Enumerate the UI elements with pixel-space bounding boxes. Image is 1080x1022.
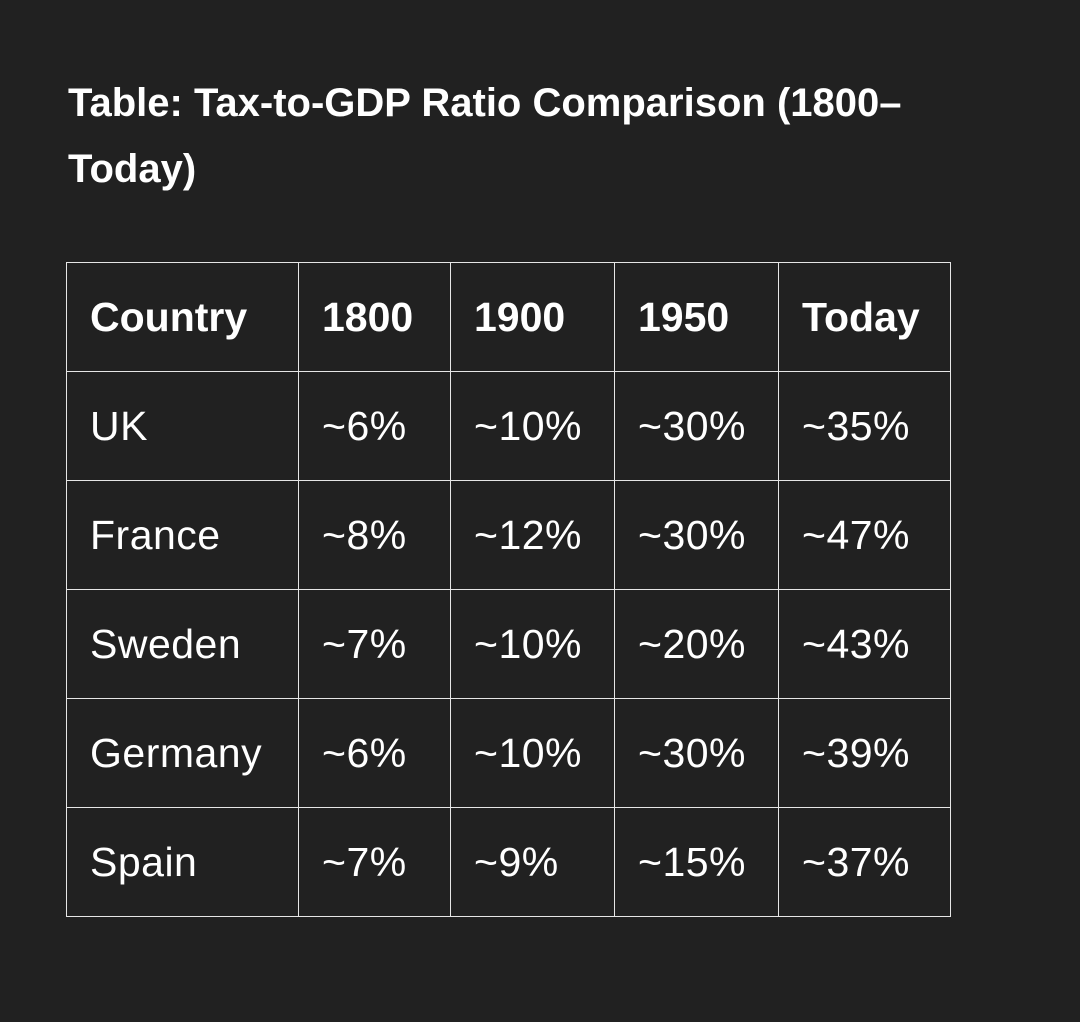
country-cell: Spain [66, 807, 299, 917]
value-cell-today: ~43% [778, 589, 951, 699]
value-cell-1800: ~8% [298, 480, 451, 590]
column-header-1900: 1900 [450, 262, 615, 372]
column-header-1950: 1950 [614, 262, 779, 372]
table-row: Germany ~6% ~10% ~30% ~39% [66, 698, 951, 808]
column-header-1800: 1800 [298, 262, 451, 372]
value-cell-1950: ~30% [614, 698, 779, 808]
column-header-today: Today [778, 262, 951, 372]
value-cell-1900: ~9% [450, 807, 615, 917]
country-cell: Sweden [66, 589, 299, 699]
table-row: UK ~6% ~10% ~30% ~35% [66, 371, 951, 481]
value-cell-1950: ~15% [614, 807, 779, 917]
tax-gdp-table: Country 1800 1900 1950 Today UK ~6% ~10%… [66, 262, 951, 917]
value-cell-1950: ~30% [614, 371, 779, 481]
country-cell: Germany [66, 698, 299, 808]
country-cell: France [66, 480, 299, 590]
table-row: Sweden ~7% ~10% ~20% ~43% [66, 589, 951, 699]
value-cell-1950: ~20% [614, 589, 779, 699]
table-row: Spain ~7% ~9% ~15% ~37% [66, 807, 951, 917]
value-cell-today: ~47% [778, 480, 951, 590]
value-cell-today: ~39% [778, 698, 951, 808]
value-cell-1900: ~10% [450, 589, 615, 699]
value-cell-today: ~35% [778, 371, 951, 481]
value-cell-today: ~37% [778, 807, 951, 917]
value-cell-1900: ~10% [450, 371, 615, 481]
page-title: Table: Tax-to-GDP Ratio Comparison (1800… [68, 81, 902, 191]
value-cell-1800: ~7% [298, 807, 451, 917]
country-cell: UK [66, 371, 299, 481]
table-row: France ~8% ~12% ~30% ~47% [66, 480, 951, 590]
column-header-country: Country [66, 262, 299, 372]
value-cell-1950: ~30% [614, 480, 779, 590]
value-cell-1900: ~12% [450, 480, 615, 590]
value-cell-1800: ~7% [298, 589, 451, 699]
value-cell-1800: ~6% [298, 698, 451, 808]
value-cell-1800: ~6% [298, 371, 451, 481]
table-header-row: Country 1800 1900 1950 Today [66, 262, 951, 372]
value-cell-1900: ~10% [450, 698, 615, 808]
